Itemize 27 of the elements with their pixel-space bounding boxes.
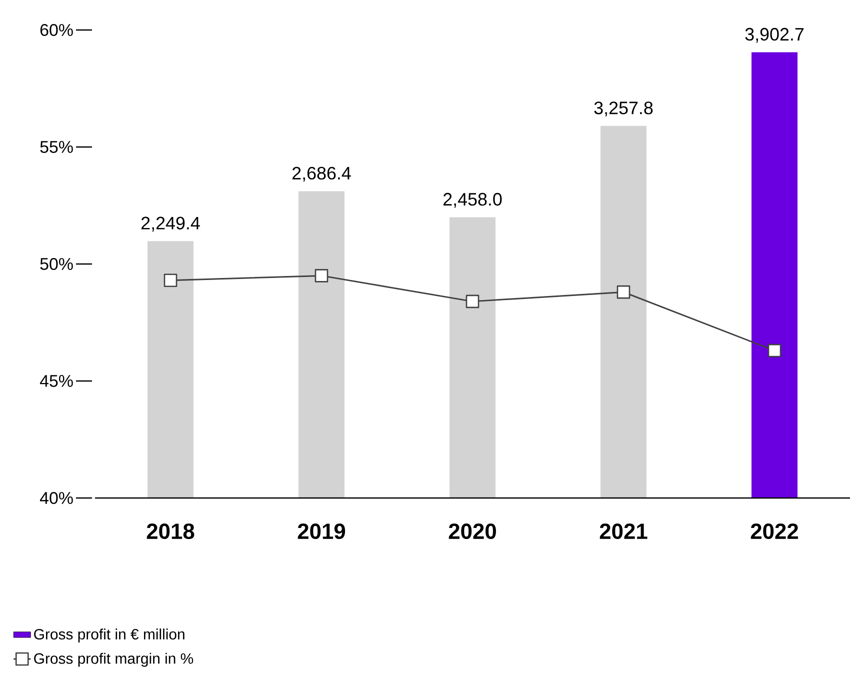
y-tick-label: 40% (40, 492, 73, 504)
bar (600, 126, 647, 498)
x-tick-label: 2018 (146, 524, 194, 540)
point (466, 294, 480, 308)
bar (298, 191, 345, 498)
y-tick-label: 45% (40, 375, 73, 387)
point (314, 269, 328, 282)
data-label: 2,686.4 (292, 166, 351, 182)
data-label: 2,249.4 (141, 216, 200, 232)
x-tick-label: 2019 (298, 524, 346, 540)
bar (148, 241, 194, 498)
legend-label: Gross profit in € million (34, 628, 184, 642)
point (164, 274, 178, 288)
y-tick-label: 55% (40, 141, 73, 153)
x-tick-label: 2021 (600, 524, 648, 540)
y-tick-label: 50% (40, 258, 73, 270)
data-label: 3,257.8 (594, 102, 653, 116)
bar (752, 52, 798, 498)
x-tick-label: 2022 (750, 524, 798, 540)
point (768, 344, 782, 358)
point (616, 285, 630, 299)
data-label: 2,458.0 (443, 192, 502, 208)
x-tick-label: 2020 (448, 524, 496, 540)
data-label: 3,902.7 (745, 28, 804, 43)
legend-label: Gross profit margin in % (34, 652, 194, 667)
y-tick-label: 60% (40, 24, 73, 36)
bar (450, 217, 496, 498)
